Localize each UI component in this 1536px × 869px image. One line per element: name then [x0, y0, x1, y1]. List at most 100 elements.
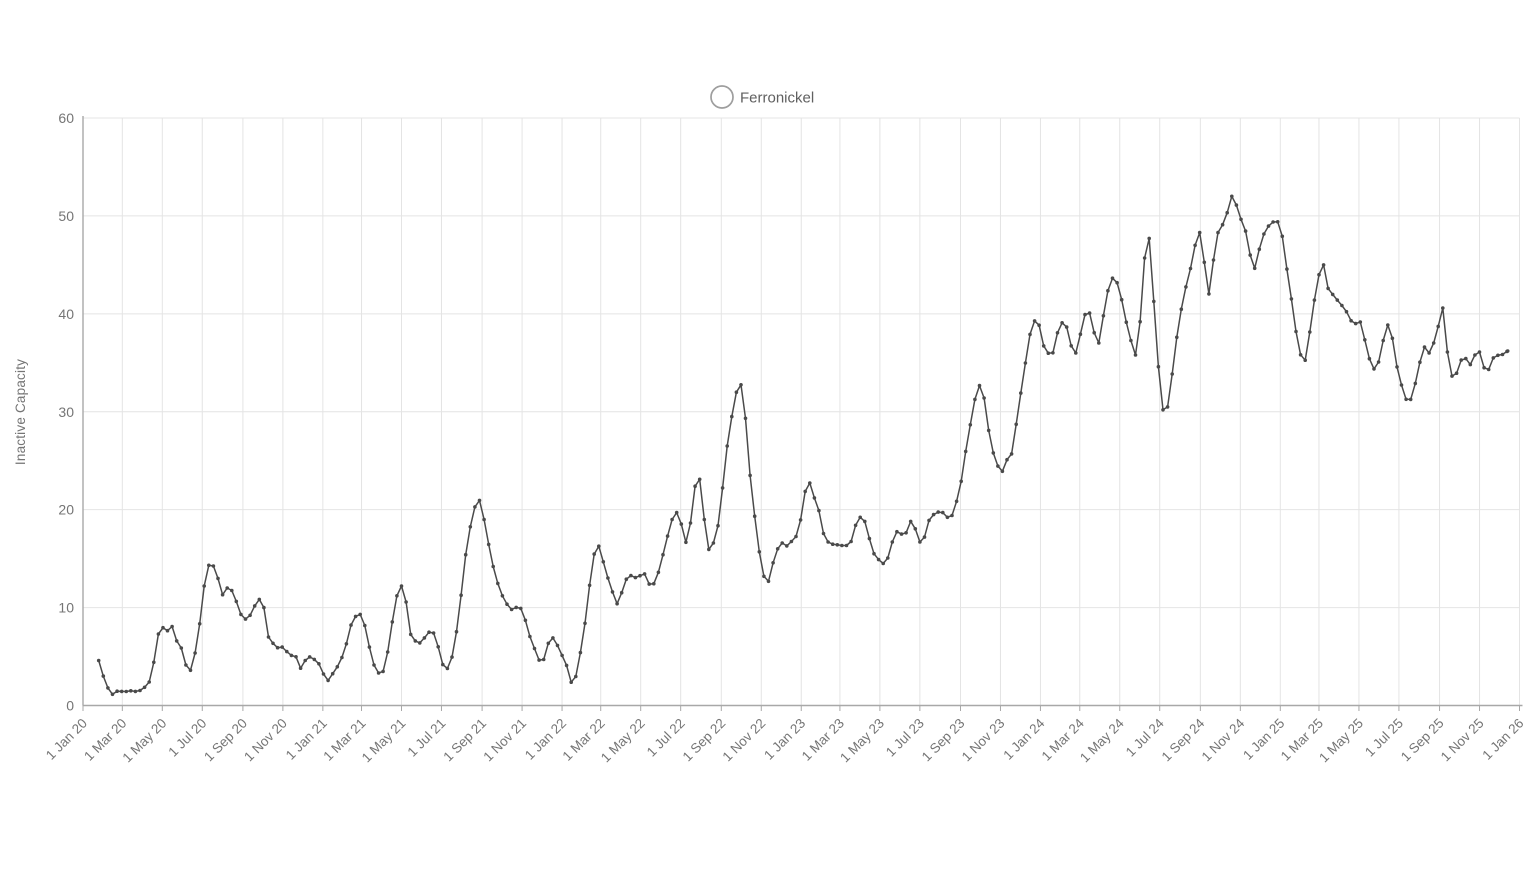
series-point: [188, 668, 193, 673]
series-point: [422, 636, 427, 640]
series-point: [808, 481, 812, 485]
series-point: [1445, 350, 1450, 354]
series-point: [1404, 397, 1408, 402]
series-point: [1165, 405, 1170, 409]
series-point: [830, 542, 835, 546]
series-point: [1097, 341, 1101, 345]
series-point: [546, 641, 551, 646]
series-point: [1344, 309, 1349, 314]
series-point: [963, 449, 968, 454]
series-point: [918, 540, 922, 544]
series-point: [335, 665, 340, 669]
series-point: [720, 486, 725, 490]
series-point: [1271, 220, 1275, 224]
series-point: [193, 651, 197, 655]
series-point: [629, 573, 633, 578]
series-point: [1486, 367, 1491, 372]
series-point: [1083, 312, 1087, 317]
series-point: [775, 547, 780, 551]
series-point: [138, 688, 142, 693]
series-point: [1395, 365, 1399, 369]
series-point: [1418, 360, 1422, 365]
series-point: [1482, 365, 1486, 370]
series-point: [996, 464, 1000, 468]
series-point: [895, 529, 899, 534]
series-point: [560, 653, 564, 658]
series-point: [785, 544, 789, 548]
series-point: [280, 645, 285, 649]
series-point: [289, 653, 294, 658]
series-point: [835, 543, 840, 547]
series-point: [1156, 364, 1161, 369]
series-point: [418, 641, 422, 645]
series-point: [1303, 358, 1307, 363]
series-point: [812, 496, 817, 500]
x-tick-label: 1 May 20: [120, 716, 170, 766]
series-point: [587, 583, 592, 588]
series-point: [211, 564, 216, 568]
series-point: [1014, 422, 1018, 427]
series-point: [106, 686, 110, 690]
series-point: [1321, 263, 1326, 267]
series-point: [1023, 361, 1028, 365]
series-point: [207, 563, 211, 568]
series-point: [840, 543, 844, 548]
series-point: [216, 576, 220, 581]
series-point: [574, 674, 578, 679]
series-point: [124, 689, 129, 694]
series-point: [385, 650, 390, 654]
series-point: [1041, 344, 1046, 348]
series-point: [908, 519, 913, 524]
series-point: [1372, 367, 1376, 371]
series-point: [541, 657, 546, 662]
y-tick-label: 20: [58, 502, 74, 518]
y-tick-labels: 0 10 20 30 40 50 60: [58, 110, 74, 714]
gridlines: [82, 117, 1520, 706]
series-point: [110, 692, 115, 697]
series-point: [707, 547, 711, 552]
series-point: [1358, 320, 1363, 324]
series-point: [743, 416, 748, 421]
x-tick-label: 1 Nov 21: [480, 716, 529, 765]
series-point: [509, 607, 514, 612]
series-point: [537, 658, 541, 662]
series-point: [670, 517, 674, 522]
series-point: [1060, 321, 1064, 325]
series-point: [633, 575, 638, 580]
x-tick-label: 1 Sep 25: [1398, 716, 1447, 765]
series-point: [936, 510, 940, 514]
series-point: [1280, 234, 1285, 239]
series-point: [679, 522, 684, 526]
series-point: [780, 541, 784, 545]
legend[interactable]: Ferronickel: [710, 85, 814, 109]
series-point: [656, 570, 661, 575]
series-point: [129, 689, 133, 693]
series-point: [486, 542, 491, 547]
y-axis-title: Inactive Capacity: [13, 359, 28, 465]
x-tick-label: 1 Nov 20: [241, 716, 290, 765]
series-point: [1092, 330, 1096, 335]
x-tick-label: 1 May 24: [1077, 715, 1127, 765]
series-point: [913, 527, 918, 531]
series-point: [528, 634, 532, 639]
series-point: [1207, 292, 1211, 296]
series-point: [1266, 224, 1271, 228]
series-point: [739, 383, 743, 387]
series-point: [363, 623, 367, 628]
series-point: [564, 663, 569, 668]
series-point: [1340, 303, 1344, 308]
series-point: [266, 635, 271, 639]
series-point: [441, 662, 445, 667]
series-point: [399, 584, 404, 588]
series-point: [1349, 318, 1353, 323]
series-point: [220, 592, 225, 597]
series-point: [307, 655, 312, 659]
series-point: [271, 641, 275, 646]
y-tick-label: 30: [58, 404, 74, 420]
series-point: [408, 632, 413, 637]
series-point: [101, 674, 106, 678]
series-point: [1152, 299, 1156, 304]
series-point: [1427, 351, 1431, 355]
series-point: [1381, 338, 1385, 343]
